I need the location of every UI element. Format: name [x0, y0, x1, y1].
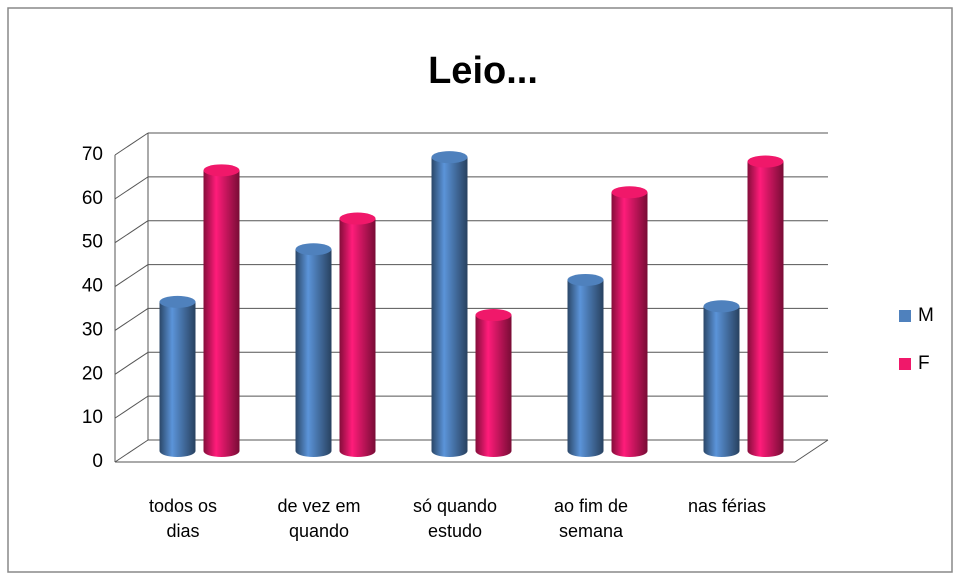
bar	[431, 151, 468, 458]
x-tick-label: todos os dias	[148, 496, 218, 541]
grid-line-side	[114, 264, 149, 287]
bar-body	[203, 170, 240, 458]
bar-top	[703, 300, 740, 313]
grid-line-side	[114, 395, 149, 419]
bar-top	[159, 295, 196, 308]
bar	[747, 155, 784, 458]
bar	[567, 273, 604, 458]
bar-top	[567, 273, 604, 286]
grid-line-side	[114, 308, 149, 331]
y-tick-label: 60	[82, 188, 103, 209]
legend-label: F	[918, 353, 930, 374]
y-tick-label: 10	[82, 407, 103, 428]
bar-body	[295, 249, 332, 458]
bar	[475, 309, 512, 458]
bar	[611, 186, 648, 458]
grid-line-side	[114, 132, 149, 156]
y-tick-label: 20	[82, 363, 103, 384]
bar	[159, 295, 196, 458]
bar	[339, 212, 376, 458]
bar-body	[475, 315, 512, 458]
x-tick-label: só quando estudo	[412, 496, 498, 541]
chart-title: Leio...	[428, 50, 538, 92]
y-tick-label: 40	[82, 276, 103, 297]
x-tick-label: ao fim de semana	[553, 496, 629, 541]
bar-body	[703, 306, 740, 458]
legend-swatch	[899, 310, 911, 322]
grid-line-side	[114, 439, 149, 463]
bar	[703, 300, 740, 458]
bar-body	[431, 157, 468, 458]
bar	[295, 243, 332, 458]
bar-top	[475, 309, 512, 322]
bar-body	[567, 279, 604, 458]
y-tick-label: 0	[92, 451, 103, 472]
bar-body	[159, 301, 196, 458]
grid-line-side	[114, 351, 149, 375]
bar-top	[339, 212, 376, 225]
bar-top	[295, 243, 332, 256]
floor-right	[794, 439, 829, 463]
bar	[203, 164, 240, 458]
bar-top	[203, 164, 240, 177]
y-tick-label: 30	[82, 319, 103, 340]
y-tick-label: 50	[82, 232, 103, 253]
bar-top	[431, 151, 468, 164]
x-tick-label: nas férias	[687, 496, 767, 516]
bar-body	[747, 161, 784, 458]
grid-line-side	[114, 220, 149, 244]
bar-top	[747, 155, 784, 168]
bar-top	[611, 186, 648, 199]
x-tick-label: de vez em quando	[277, 496, 361, 541]
bar-body	[611, 192, 648, 458]
y-tick-label: 70	[82, 144, 103, 165]
bar-body	[339, 218, 376, 458]
chart-frame	[7, 7, 953, 573]
legend-swatch	[899, 358, 911, 370]
legend-label: M	[918, 305, 934, 326]
grid-line-side	[114, 176, 149, 200]
